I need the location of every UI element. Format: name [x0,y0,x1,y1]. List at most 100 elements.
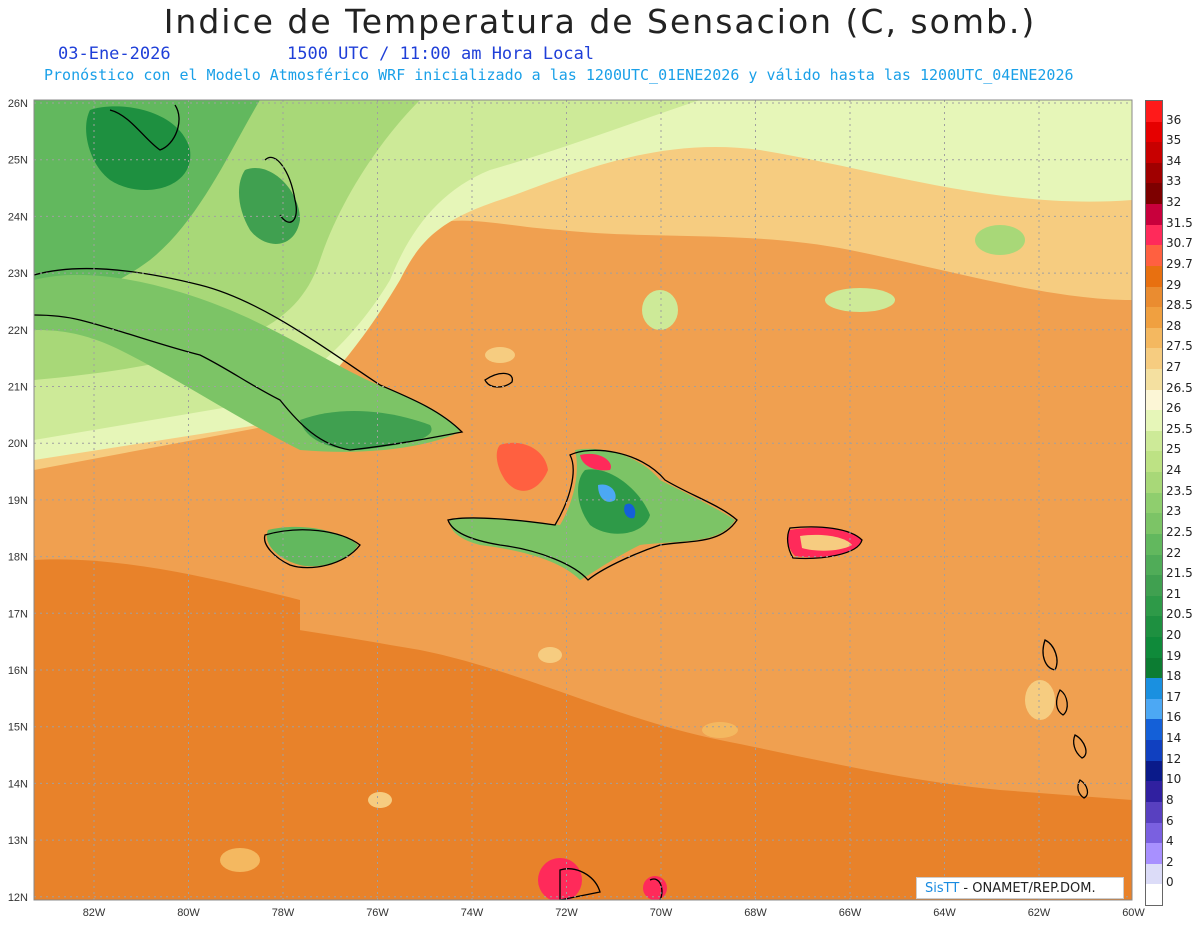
legend-level-label: 21.5 [1166,566,1193,581]
legend-level-label: 31.5 [1166,215,1193,230]
credit-text: - ONAMET/REP.DOM. [959,881,1096,896]
legend-level-label: 24 [1166,463,1182,478]
legend-level-label: 32 [1166,195,1182,210]
legend-level-label: 36 [1166,112,1182,127]
legend-swatch [1146,616,1162,638]
lon-label: 72W [555,907,578,919]
legend-swatch [1146,265,1162,288]
forecast-time: 1500 UTC / 11:00 am Hora Local [287,44,595,64]
legend-level-label: 22 [1166,545,1182,560]
legend-level-label: 19 [1166,648,1182,663]
legend-level-label: 28.5 [1166,298,1193,313]
legend-swatch [1146,430,1162,453]
lat-label: 26N [8,98,28,110]
legend-level-label: 27.5 [1166,339,1193,354]
lon-label: 76W [366,907,389,919]
legend-swatch [1146,410,1162,432]
legend-level-label: 25.5 [1166,421,1193,436]
legend-swatch [1146,863,1162,885]
legend-swatch [1146,286,1162,308]
color-scale-legend [1145,100,1163,906]
lat-label: 22N [8,325,28,337]
legend-swatch [1146,389,1162,411]
legend-level-label: 34 [1166,153,1182,168]
legend-level-label: 22.5 [1166,524,1193,539]
legend-level-label: 20.5 [1166,607,1193,622]
legend-swatch [1146,843,1162,865]
legend-swatch [1146,533,1162,556]
legend-swatch [1146,513,1162,535]
legend-level-label: 20 [1166,628,1182,642]
legend-swatch [1146,678,1162,700]
legend-swatch [1146,637,1162,659]
longitude-labels: 82W 80W 78W 76W 74W 72W 70W 68W 66W 64W 62W 60W [83,907,1146,919]
legend-swatch [1146,451,1162,473]
legend-swatch [1146,369,1162,391]
lon-label: 64W [933,907,956,919]
lat-label: 13N [8,835,28,847]
legend-level-label: 2 [1166,854,1174,869]
lon-label: 80W [177,907,200,919]
legend-swatch [1146,719,1162,741]
lon-label: 78W [272,907,295,919]
legend-level-label: 35 [1166,133,1182,148]
legend-level-label: 4 [1166,834,1174,849]
model-description: Pronóstico con el Modelo Atmosférico WRF… [44,66,1074,84]
legend-swatch [1146,801,1162,824]
lat-label: 15N [8,722,28,734]
legend-level-label: 33 [1166,174,1182,189]
legend-level-label: 29 [1166,277,1182,292]
lon-label: 66W [839,907,862,919]
legend-swatch [1146,884,1162,905]
lat-label: 21N [8,382,28,394]
legend-swatch [1146,740,1162,762]
legend-level-label: 8 [1166,792,1174,807]
legend-level-label: 6 [1166,813,1174,828]
legend-swatch [1146,162,1162,185]
legend-swatch [1146,760,1162,782]
lat-label: 17N [8,608,28,620]
legend-level-label: 21 [1166,586,1182,601]
legend-level-label: 14 [1166,731,1182,746]
legend-level-label: 29.7 [1166,256,1193,271]
legend-swatch [1146,822,1162,844]
lon-label: 82W [83,907,106,919]
lon-label: 62W [1028,907,1051,919]
legend-swatch [1146,781,1162,803]
legend-swatch [1146,595,1162,617]
legend-level-label: 28 [1166,318,1182,333]
lat-label: 16N [8,665,28,677]
lat-label: 24N [8,211,28,223]
legend-level-label: 30.7 [1166,236,1193,251]
legend-level-label: 18 [1166,669,1182,684]
forecast-date: 03-Ene-2026 [58,44,171,64]
legend-level-label: 25 [1166,442,1182,457]
sistt-logo: SisTT [925,881,960,896]
lon-label: 70W [650,907,673,919]
latitude-labels: 26N 25N 24N 23N 22N 21N 20N 19N 18N 17N 16N 15N 14N 1… [8,98,28,904]
legend-swatch [1146,183,1162,205]
legend-swatch [1146,307,1162,329]
legend-swatch [1146,348,1162,370]
lat-label: 14N [8,778,28,790]
legend-level-label: 10 [1166,772,1182,787]
lon-label: 74W [461,907,484,919]
lat-label: 20N [8,438,28,450]
legend-swatch [1146,101,1162,123]
legend-swatch [1146,657,1162,679]
legend-level-label: 23.5 [1166,483,1193,498]
map-title: Indice de Temperatura de Sensacion (C, s… [163,2,1037,41]
legend-level-label: 17 [1166,689,1182,704]
graticule [34,100,1132,900]
legend-level-label: 16 [1166,710,1182,725]
legend-level-label: 0 [1166,875,1174,890]
lat-label: 12N [8,892,28,904]
legend-swatch [1146,204,1162,226]
credit-box: SisTT - ONAMET/REP.DOM. [916,877,1124,899]
legend-swatch [1146,142,1162,164]
legend-swatch [1146,472,1162,494]
legend-swatch [1146,698,1162,721]
lat-label: 25N [8,155,28,167]
lat-label: 23N [8,268,28,280]
legend-level-label: 27 [1166,360,1182,374]
